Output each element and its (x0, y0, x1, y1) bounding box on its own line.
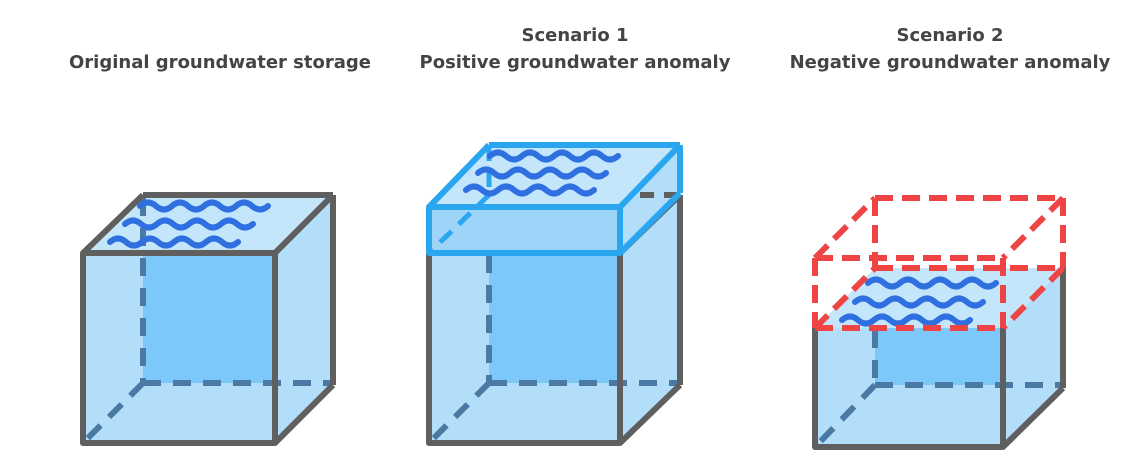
hidden-edges (428, 255, 680, 444)
surplus-front-face (429, 207, 620, 253)
back-face (489, 253, 620, 383)
cube-outline (80, 192, 336, 446)
hidden-edges (814, 330, 1063, 448)
cube-negative-anomaly (812, 195, 1066, 450)
cube-outline (812, 268, 1066, 450)
panel-title-original: Original groundwater storage (55, 49, 385, 76)
title-line: Positive groundwater anomaly (419, 52, 731, 73)
surplus-slab-outline (426, 142, 683, 256)
cube-positive-anomaly (426, 142, 683, 446)
panel-title-scenario-1: Scenario 1 Positive groundwater anomaly (410, 22, 740, 76)
back-face (143, 253, 275, 383)
title-line: Scenario 1 (521, 25, 629, 46)
title-line: Scenario 2 (896, 25, 1004, 46)
back-face (875, 328, 1003, 385)
panel-title-scenario-2: Scenario 2 Negative groundwater anomaly (785, 22, 1115, 76)
title-line: Original groundwater storage (69, 52, 371, 73)
title-line: Negative groundwater anomaly (789, 52, 1111, 73)
deficit-outline (812, 195, 1066, 331)
cube-original (80, 192, 336, 446)
